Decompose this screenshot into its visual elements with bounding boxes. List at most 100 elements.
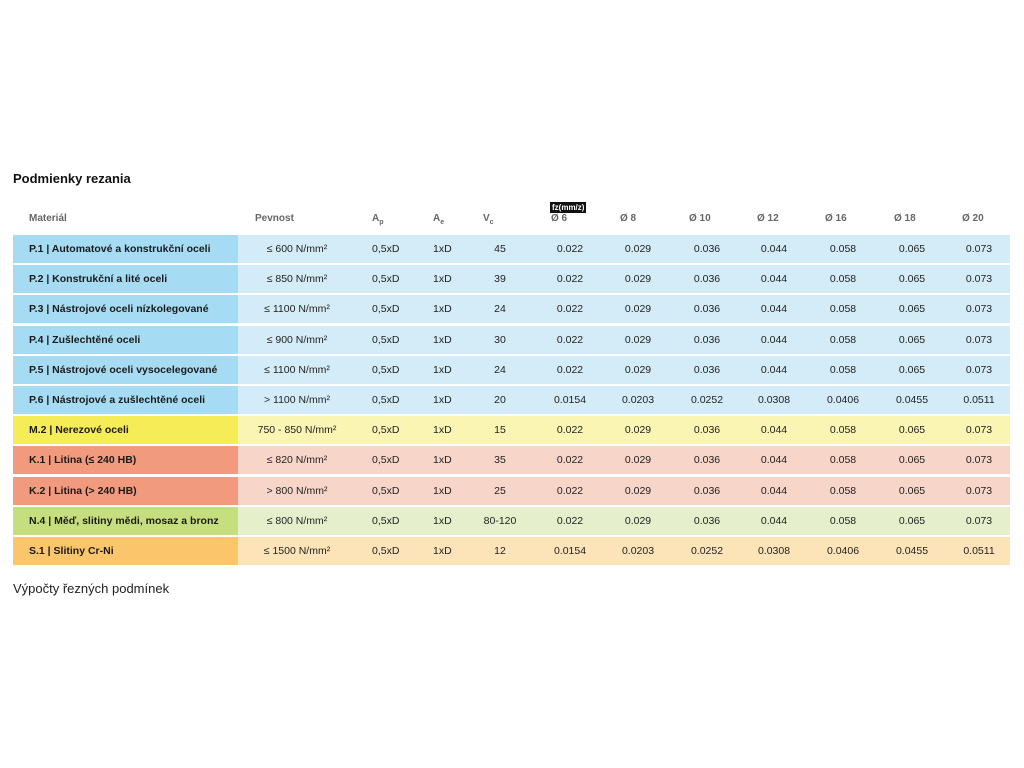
row-background: [238, 265, 1010, 294]
value-cell: 0.036: [693, 243, 721, 255]
value-cell: 0.0455: [895, 545, 929, 557]
column-header: Vc: [483, 213, 494, 226]
value-cell: 0.022: [556, 243, 584, 255]
value-cell: 0.073: [965, 424, 993, 437]
value-cell: 1xD: [433, 303, 452, 316]
table-row: P.1 | Automatové a konstrukční oceli ≤ 60…: [13, 235, 1010, 263]
value-cell: 20: [494, 394, 506, 406]
value-cell: 12: [494, 545, 506, 557]
value-cell: 0.029: [624, 333, 652, 346]
value-cell: ≤ 1500 N/mm²: [263, 545, 331, 557]
value-cell: ≤ 820 N/mm²: [266, 454, 328, 467]
row-background: [238, 386, 1010, 414]
value-cell: 1xD: [433, 514, 452, 527]
column-header: Ø 12: [757, 213, 779, 224]
value-cell: 0.065: [898, 484, 926, 497]
value-cell: 0.022: [556, 363, 584, 376]
fz-badge: fz(mm/z): [550, 202, 587, 213]
table-row: N.4 | Měď, slitiny mědi, mosaz a bronz ≤ …: [13, 506, 1010, 535]
value-cell: 0.036: [693, 454, 721, 467]
header-main: A: [372, 213, 380, 224]
value-cell: 0.022: [556, 454, 584, 467]
value-cell: 25: [494, 484, 506, 497]
table-row: P.5 | Nástrojové oceli vysocelegované ≤ 1…: [13, 355, 1010, 384]
value-cell: 0,5xD: [372, 454, 400, 467]
value-cell: 0,5xD: [372, 514, 400, 527]
table-row: M.2 | Nerezové oceli 750 - 850 N/mm² 0,5xD…: [13, 416, 1010, 445]
value-cell: 0.036: [693, 303, 721, 316]
value-cell: 0.0511: [963, 545, 995, 557]
value-cell: 0.065: [898, 363, 926, 376]
value-cell: 0.0511: [963, 394, 995, 406]
material-cell: P.1 | Automatové a konstrukční oceli: [13, 235, 238, 263]
value-cell: 0.036: [693, 484, 721, 497]
value-cell: > 1100 N/mm²: [263, 394, 331, 406]
material-cell: P.4 | Zušlechtěné oceli: [13, 325, 238, 354]
value-cell: 0.036: [693, 363, 721, 376]
material-cell: M.2 | Nerezové oceli: [13, 416, 238, 445]
material-cell: K.2 | Litina (> 240 HB): [13, 476, 238, 505]
value-cell: 0.065: [898, 273, 926, 286]
value-cell: ≤ 1100 N/mm²: [264, 363, 330, 376]
value-cell: 0.029: [624, 243, 652, 255]
value-cell: 0.065: [898, 243, 926, 255]
value-cell: 0.073: [965, 303, 993, 316]
value-cell: 0,5xD: [372, 243, 400, 255]
value-cell: 750 - 850 N/mm²: [257, 424, 337, 437]
value-cell: ≤ 800 N/mm²: [266, 514, 328, 527]
value-cell: 0.065: [898, 333, 926, 346]
value-cell: 15: [494, 424, 506, 437]
value-cell: 1xD: [433, 273, 452, 286]
value-cell: 0.022: [556, 484, 584, 497]
value-cell: 0,5xD: [372, 333, 400, 346]
row-background: [238, 476, 1010, 505]
row-background: [238, 355, 1010, 384]
header-sub: e: [440, 219, 445, 226]
value-cell: 0,5xD: [372, 363, 400, 376]
row-background: [238, 416, 1010, 445]
value-cell: 0.0455: [895, 394, 929, 406]
material-cell: P.2 | Konstrukční a lité oceli: [13, 265, 238, 294]
value-cell: 0.058: [829, 243, 857, 255]
value-cell: 0.073: [965, 273, 993, 286]
value-cell: 0.029: [624, 273, 652, 286]
column-header: Ø 20: [962, 213, 984, 224]
value-cell: 0.073: [965, 333, 993, 346]
value-cell: 0.065: [898, 454, 926, 467]
value-cell: 1xD: [433, 454, 452, 467]
value-cell: 1xD: [433, 243, 452, 255]
value-cell: 0.044: [760, 333, 788, 346]
value-cell: 0,5xD: [372, 273, 400, 286]
value-cell: 0,5xD: [372, 394, 400, 406]
value-cell: 0.044: [760, 424, 788, 437]
column-header: Ae: [433, 213, 444, 226]
value-cell: 24: [494, 363, 506, 376]
material-cell: K.1 | Litina (≤ 240 HB): [13, 446, 238, 475]
section-title: Podmienky rezania: [13, 171, 131, 186]
value-cell: 0.029: [624, 454, 652, 467]
value-cell: 0.022: [556, 303, 584, 316]
table-row: K.1 | Litina (≤ 240 HB) ≤ 820 N/mm² 0,5xD 1…: [13, 446, 1010, 475]
column-header: Ap: [372, 213, 384, 226]
value-cell: 0.073: [965, 363, 993, 376]
header-sub: p: [379, 219, 384, 226]
value-cell: 0.022: [556, 514, 584, 527]
row-background: [238, 446, 1010, 475]
row-background: [238, 325, 1010, 354]
value-cell: 0.044: [760, 303, 788, 316]
value-cell: 0.0154: [553, 545, 587, 557]
value-cell: 0.065: [898, 303, 926, 316]
value-cell: 1xD: [433, 333, 452, 346]
value-cell: 45: [494, 243, 506, 255]
header-main: A: [433, 213, 441, 224]
footer-link[interactable]: Výpočty řezných podmínek: [13, 581, 170, 596]
value-cell: 0,5xD: [372, 484, 400, 497]
value-cell: 0.0252: [690, 545, 724, 557]
value-cell: 0.029: [624, 303, 652, 316]
value-cell: 0,5xD: [372, 303, 400, 316]
value-cell: ≤ 850 N/mm²: [266, 273, 328, 286]
value-cell: 0.044: [760, 514, 788, 527]
value-cell: 0.022: [556, 424, 584, 437]
column-header: Ø 6: [551, 213, 568, 224]
